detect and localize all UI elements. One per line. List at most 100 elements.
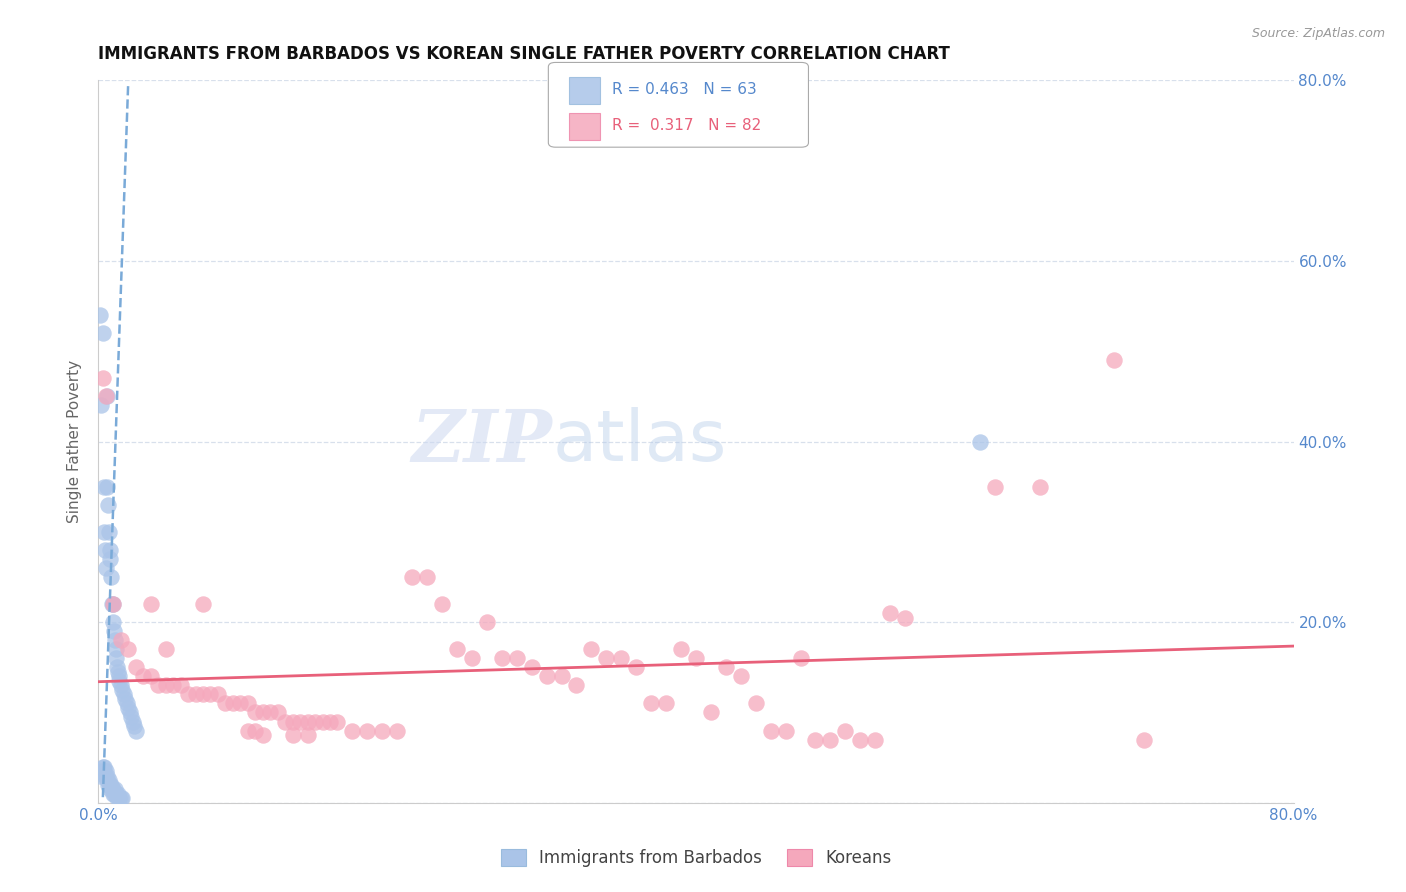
- Point: [104, 787, 127, 801]
- Point: [288, 714, 311, 729]
- Point: [104, 782, 127, 797]
- Point: [103, 624, 125, 639]
- Point: [90, 398, 112, 412]
- Point: [184, 687, 207, 701]
- Point: [894, 610, 917, 624]
- Point: [103, 787, 125, 801]
- Point: [401, 570, 423, 584]
- Point: [1133, 732, 1156, 747]
- Point: [93, 760, 115, 774]
- Point: [1104, 353, 1126, 368]
- Point: [90, 764, 112, 779]
- Point: [745, 697, 768, 711]
- Point: [506, 651, 529, 665]
- Point: [304, 714, 326, 729]
- Point: [104, 642, 127, 657]
- Point: [103, 782, 125, 797]
- Point: [107, 787, 129, 801]
- Point: [98, 552, 122, 566]
- Text: IMMIGRANTS FROM BARBADOS VS KOREAN SINGLE FATHER POVERTY CORRELATION CHART: IMMIGRANTS FROM BARBADOS VS KOREAN SINGL…: [98, 45, 950, 62]
- Point: [121, 714, 143, 729]
- Point: [93, 524, 115, 539]
- Point: [342, 723, 364, 738]
- Point: [730, 669, 752, 683]
- Point: [93, 764, 115, 779]
- Point: [105, 787, 128, 801]
- Point: [89, 308, 111, 322]
- Point: [155, 678, 177, 692]
- Point: [107, 791, 129, 805]
- Point: [101, 787, 124, 801]
- Text: Source: ZipAtlas.com: Source: ZipAtlas.com: [1251, 27, 1385, 40]
- Point: [595, 651, 617, 665]
- Point: [759, 723, 782, 738]
- Point: [252, 728, 274, 742]
- Point: [93, 480, 115, 494]
- Point: [191, 687, 214, 701]
- Point: [626, 660, 648, 674]
- Point: [984, 480, 1007, 494]
- Point: [98, 778, 121, 792]
- Point: [110, 678, 132, 692]
- Point: [274, 714, 297, 729]
- Point: [110, 791, 132, 805]
- Point: [245, 706, 267, 720]
- Point: [446, 642, 468, 657]
- Text: ZIP: ZIP: [412, 406, 553, 477]
- Point: [94, 389, 117, 403]
- Point: [865, 732, 887, 747]
- Text: R =  0.317   N = 82: R = 0.317 N = 82: [612, 118, 761, 133]
- Point: [94, 764, 117, 779]
- Text: R = 0.463   N = 63: R = 0.463 N = 63: [612, 82, 756, 97]
- Point: [91, 760, 114, 774]
- Point: [700, 706, 723, 720]
- Point: [91, 371, 114, 385]
- Point: [259, 706, 281, 720]
- Point: [281, 714, 304, 729]
- Point: [430, 597, 453, 611]
- Point: [416, 570, 439, 584]
- Point: [775, 723, 797, 738]
- Point: [107, 669, 129, 683]
- Point: [834, 723, 856, 738]
- Point: [1028, 480, 1050, 494]
- Point: [520, 660, 543, 674]
- Point: [114, 692, 136, 706]
- Point: [581, 642, 603, 657]
- Point: [97, 773, 120, 788]
- Point: [115, 697, 138, 711]
- Point: [229, 697, 252, 711]
- Point: [110, 633, 132, 648]
- Point: [536, 669, 558, 683]
- Point: [311, 714, 333, 729]
- Point: [385, 723, 409, 738]
- Point: [96, 389, 118, 403]
- Point: [103, 615, 125, 630]
- Point: [804, 732, 827, 747]
- Legend: Immigrants from Barbados, Koreans: Immigrants from Barbados, Koreans: [494, 842, 898, 874]
- Point: [101, 597, 124, 611]
- Point: [98, 542, 121, 557]
- Point: [214, 697, 236, 711]
- Point: [105, 791, 128, 805]
- Point: [97, 498, 120, 512]
- Point: [222, 697, 245, 711]
- Point: [125, 723, 148, 738]
- Point: [117, 701, 139, 715]
- Point: [849, 732, 872, 747]
- Point: [820, 732, 842, 747]
- Y-axis label: Single Father Poverty: Single Father Poverty: [67, 360, 83, 523]
- Point: [101, 597, 124, 611]
- Point: [108, 791, 131, 805]
- Point: [236, 723, 259, 738]
- Point: [169, 678, 191, 692]
- Point: [200, 687, 222, 701]
- Point: [177, 687, 200, 701]
- Point: [297, 714, 319, 729]
- Point: [319, 714, 342, 729]
- Point: [108, 673, 131, 688]
- Point: [236, 697, 259, 711]
- Point: [655, 697, 678, 711]
- Point: [100, 570, 122, 584]
- Point: [461, 651, 484, 665]
